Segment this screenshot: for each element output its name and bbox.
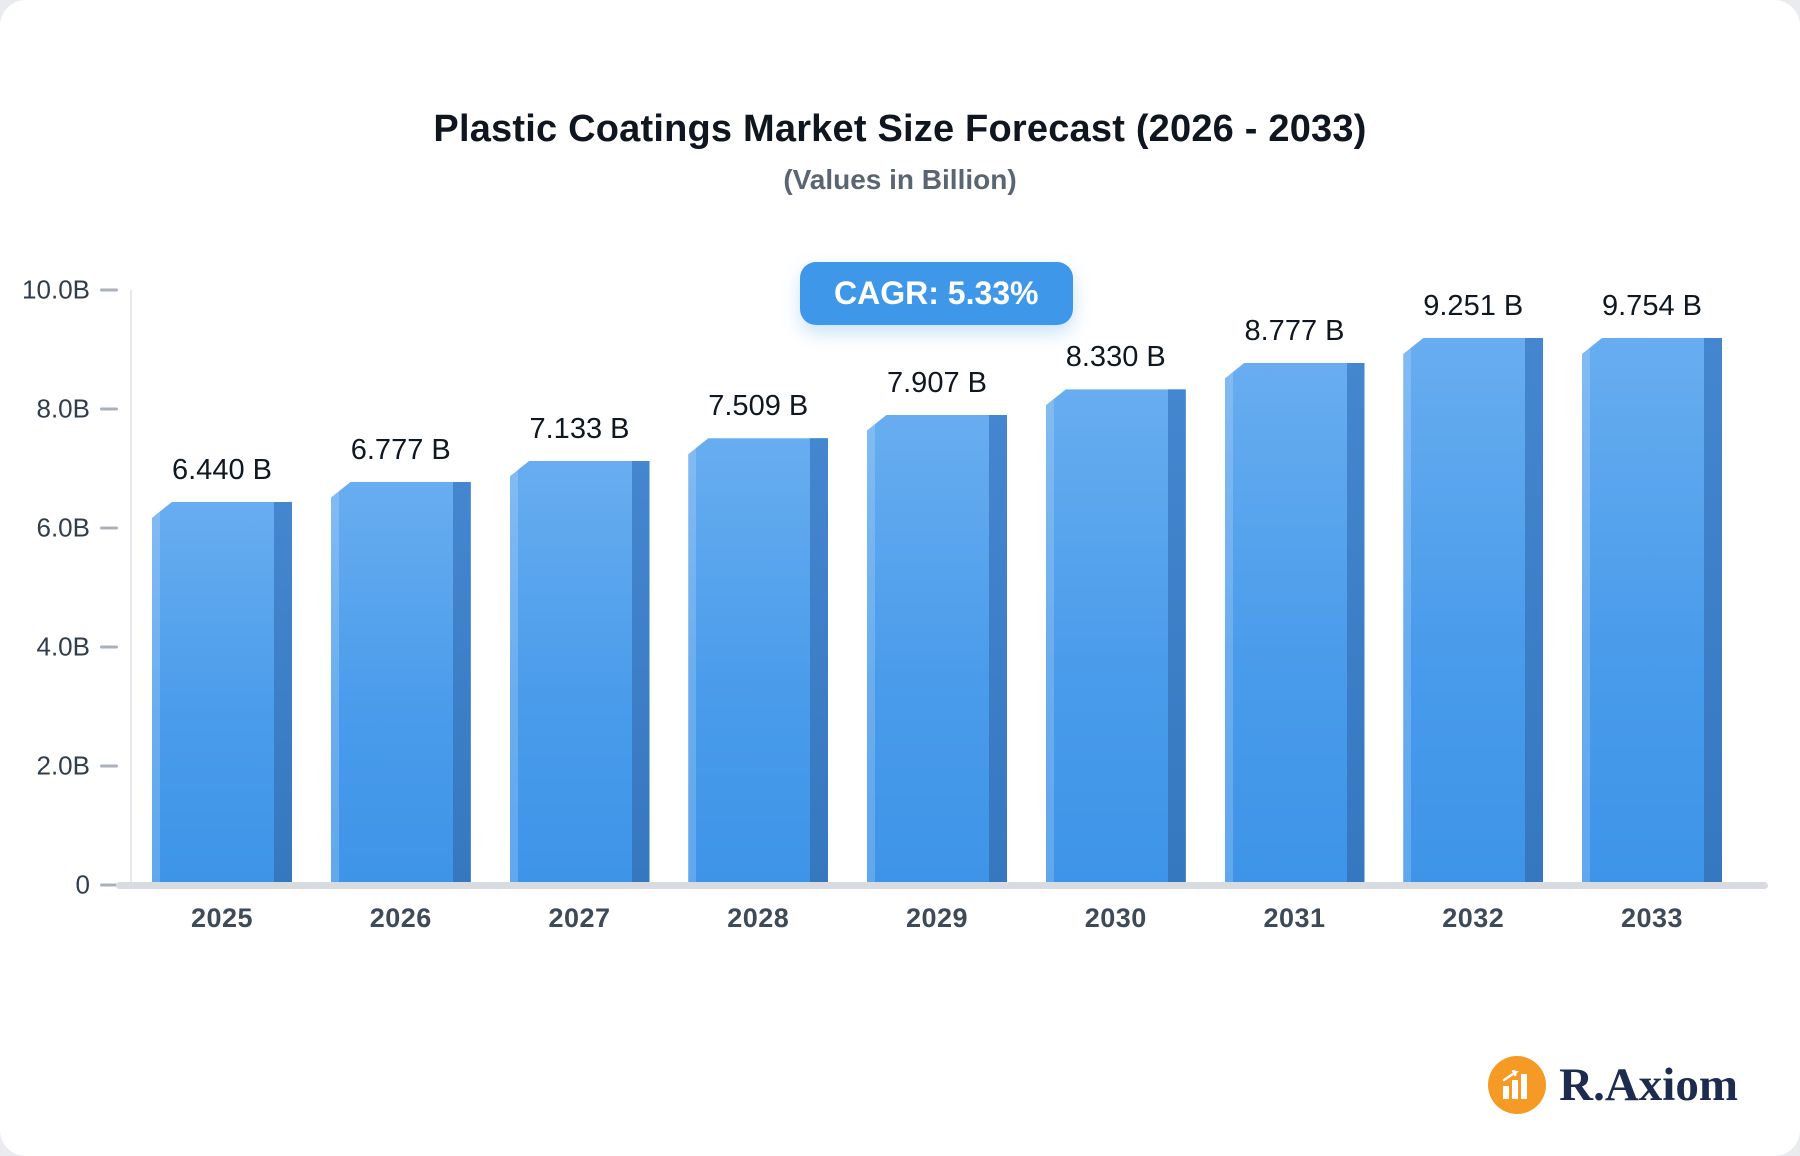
- x-axis-label: 2029: [905, 903, 969, 933]
- y-axis-tick-label: 10.0B: [22, 274, 90, 305]
- y-axis-tick-mark: [100, 288, 118, 292]
- bar-group: 7.133 B: [509, 290, 650, 885]
- bar-group: 7.509 B: [688, 290, 829, 885]
- y-axis-tick-label: 0: [75, 869, 90, 900]
- y-axis-line: [130, 290, 132, 885]
- x-axis-label: 2030: [1084, 903, 1147, 933]
- bar-group: 8.777 B: [1224, 290, 1365, 885]
- y-axis-tick-label: 4.0B: [36, 631, 91, 662]
- bar-value-label: 7.509 B: [708, 390, 809, 423]
- y-axis-tick-mark: [100, 883, 118, 887]
- x-axis: 2025 2026 2027 2028 2029 2030 2031 2032 2033: [152, 903, 1722, 934]
- bar-value-label: 8.777 B: [1244, 314, 1345, 347]
- x-axis-label: 2025: [190, 903, 254, 933]
- bar: [509, 460, 650, 885]
- bar-group: 7.907 B: [867, 290, 1007, 885]
- x-axis-label: 2026: [369, 903, 432, 933]
- bar: [688, 438, 829, 885]
- y-axis-tick: 4.0B: [0, 632, 118, 663]
- x-axis-label: 2033: [1620, 903, 1684, 933]
- bar: [152, 501, 292, 885]
- bar: [330, 481, 471, 885]
- bars-row: 6.440 B 6.777 B 7.133 B 7.509 B 7.907 B 8.330…: [152, 290, 1722, 885]
- brand-logo: R.Axiom: [1488, 1056, 1738, 1114]
- bar-group: 6.777 B: [330, 290, 471, 885]
- bar-value-label: 7.133 B: [529, 412, 630, 445]
- bar: [867, 414, 1007, 885]
- bar: [1045, 389, 1186, 885]
- y-axis-tick-mark: [100, 407, 118, 411]
- y-axis-tick-mark: [100, 645, 118, 649]
- x-axis-line: [116, 882, 1768, 889]
- y-axis-tick: 8.0B: [0, 394, 118, 425]
- bar-group: 6.440 B: [152, 290, 292, 885]
- bar-value-label: 6.440 B: [172, 453, 272, 486]
- y-axis-tick-label: 6.0B: [36, 512, 91, 543]
- brand-name: R.Axiom: [1559, 1059, 1738, 1111]
- y-axis-tick: 0: [0, 870, 118, 901]
- plot-area: 10.0B 8.0B 6.0B 4.0B 2.0B 0 6.440 B 6.777 B 7.1…: [22, 275, 1768, 933]
- y-axis-tick-mark: [100, 764, 118, 768]
- bar: [1224, 362, 1365, 885]
- y-axis-tick: 6.0B: [0, 513, 118, 544]
- x-axis-label: 2027: [548, 903, 611, 933]
- y-axis-tick: 10.0B: [0, 275, 118, 306]
- bar-group: 9.754 B: [1582, 290, 1722, 885]
- bar-value-label: 6.777 B: [350, 433, 451, 466]
- x-axis-label: 2028: [727, 903, 790, 933]
- y-axis-tick-mark: [100, 526, 118, 530]
- bar: [1582, 338, 1722, 885]
- x-axis-label: 2031: [1263, 903, 1326, 933]
- x-axis-label: 2032: [1442, 903, 1505, 933]
- bar-value-label: 9.754 B: [1602, 290, 1702, 322]
- bar-group: 9.251 B: [1403, 290, 1544, 885]
- chart-title: Plastic Coatings Market Size Forecast (2…: [433, 108, 1367, 150]
- bar-value-label: 7.907 B: [887, 366, 987, 399]
- y-axis-tick-label: 8.0B: [36, 393, 91, 424]
- y-axis-tick-label: 2.0B: [36, 750, 91, 781]
- bar-chart-logo-icon: [1488, 1056, 1547, 1114]
- bar-value-label: 8.330 B: [1065, 341, 1166, 374]
- chart-subtitle: (Values in Billion): [783, 164, 1017, 195]
- bar-value-label: 9.251 B: [1423, 290, 1524, 322]
- y-axis-tick: 2.0B: [0, 751, 118, 782]
- bar-group: 8.330 B: [1045, 290, 1186, 885]
- bar: [1403, 338, 1544, 885]
- cagr-badge: CAGR: 5.33%: [800, 262, 1073, 325]
